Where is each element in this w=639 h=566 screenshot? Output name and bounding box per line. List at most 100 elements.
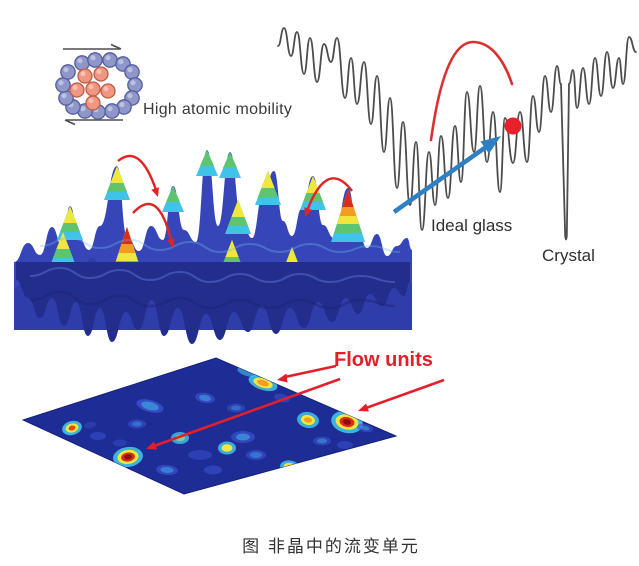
atom-orange [77, 68, 93, 84]
atom-highlight [80, 106, 86, 112]
hotspot-ring [84, 421, 96, 429]
hotspot-ring [195, 392, 215, 404]
hotspot-ring [231, 405, 241, 411]
atom-orange [85, 95, 101, 111]
hotspot-ring [257, 379, 269, 387]
flow-unit-hotspot [188, 450, 212, 460]
hop-arrow-head-icon [151, 187, 159, 197]
hotspot-ring [141, 401, 159, 411]
crystal-label: Crystal [542, 246, 595, 265]
flow-unit-hotspot [237, 367, 257, 377]
flow-units-map [21, 357, 445, 495]
hop-arrow-icon [132, 202, 173, 241]
atom-orange [69, 82, 85, 98]
hotspot-ring [227, 403, 245, 413]
flow-unit-hotspot [313, 436, 331, 446]
peak-cap [110, 166, 124, 183]
landscape-curve [277, 27, 637, 241]
atom-blue [55, 77, 71, 93]
flow-unit-hotspot [297, 411, 319, 429]
peak-cap [225, 240, 239, 257]
atom-highlight [90, 55, 96, 61]
peak-cap [166, 186, 180, 202]
atom-highlight [88, 84, 94, 90]
hotspot-ring [250, 452, 262, 458]
hotspot-ring [132, 421, 142, 427]
flow-unit-hotspot [136, 399, 164, 413]
shear-arrow-bottom-icon [64, 119, 123, 126]
hotspot-ring [113, 439, 127, 447]
hotspot-ring [221, 444, 233, 452]
atom-highlight [61, 93, 67, 99]
atom-blue [74, 55, 90, 71]
atom-highlight [118, 59, 124, 65]
peak-cap [56, 232, 70, 249]
pointer-arrow-head-icon [358, 403, 369, 412]
flow-unit-hotspot [113, 439, 127, 447]
pointer-arrow-head-icon [277, 373, 288, 383]
peak-cap [200, 150, 214, 166]
hotspot-ring [68, 425, 76, 431]
high-atomic-mobility-label: High atomic mobility [143, 101, 293, 118]
atom-highlight [105, 55, 111, 61]
flow-unit-pointer-arrows [146, 364, 445, 450]
hotspot-ring [160, 466, 174, 474]
atom-highlight [107, 106, 113, 112]
peak-cap [261, 171, 275, 188]
peak-cap [121, 227, 133, 244]
flow-unit-hotspot [156, 464, 178, 476]
hotspot-ring [204, 465, 222, 475]
hop-arrow-icon [305, 177, 353, 212]
atom-orange [85, 81, 101, 97]
flow-unit-hotspot [231, 431, 255, 443]
flow-unit-hotspot [128, 419, 146, 429]
flow-unit-hop-arrows [117, 155, 353, 248]
flow-unit-hotspot [337, 441, 353, 449]
hotspot-ring [337, 441, 353, 449]
atoms [55, 52, 143, 120]
hotspot-ring [360, 425, 370, 431]
activation-barrier-arc-icon [429, 40, 514, 142]
flow-unit-hotspot [227, 403, 245, 413]
hop-arrow-head-icon [304, 207, 312, 217]
atom-highlight [127, 67, 133, 73]
surface-ridge-highlight [29, 266, 396, 284]
peak-cap [342, 190, 354, 207]
hotspot-ring [317, 438, 327, 444]
atom-orange [93, 66, 109, 82]
peak-cap [231, 200, 245, 217]
atom-highlight [80, 71, 86, 77]
hop-arrow-icon [117, 155, 158, 191]
peak-cap [285, 247, 299, 264]
atom-highlight [130, 80, 136, 86]
surface-ridge-shadow [29, 290, 396, 310]
atom-cluster [55, 43, 143, 126]
flow-unit-hotspot [113, 446, 143, 468]
shear-arrow-top-icon [63, 43, 122, 50]
hotspot-ring [313, 436, 331, 446]
hotspot-ring [188, 450, 212, 460]
atom-highlight [127, 93, 133, 99]
pointer-arrow-head-icon [146, 441, 157, 450]
hotspot-ring [246, 450, 266, 460]
surface-front-ridge [16, 262, 410, 344]
peak-cap [63, 206, 77, 223]
hotspot-ring [237, 367, 257, 377]
ideal-glass-label: Ideal glass [431, 216, 513, 235]
atom-highlight [103, 86, 109, 92]
atom-blue [102, 52, 118, 68]
flow-unit-hotspot [204, 465, 222, 475]
flow-unit-hotspot [62, 420, 82, 436]
atom-blue [104, 103, 120, 119]
atom-highlight [77, 58, 83, 64]
hotspot-ring [357, 423, 373, 433]
flow-unit-hotspot [357, 423, 373, 433]
atom-blue [127, 77, 143, 93]
flow-unit-hotspot [218, 441, 236, 455]
atom-highlight [63, 67, 69, 73]
hotspot-ring [304, 417, 312, 423]
hotspot-ring [156, 464, 178, 476]
flow-unit-hotspot [246, 450, 266, 460]
hotspot-ring [199, 394, 211, 402]
